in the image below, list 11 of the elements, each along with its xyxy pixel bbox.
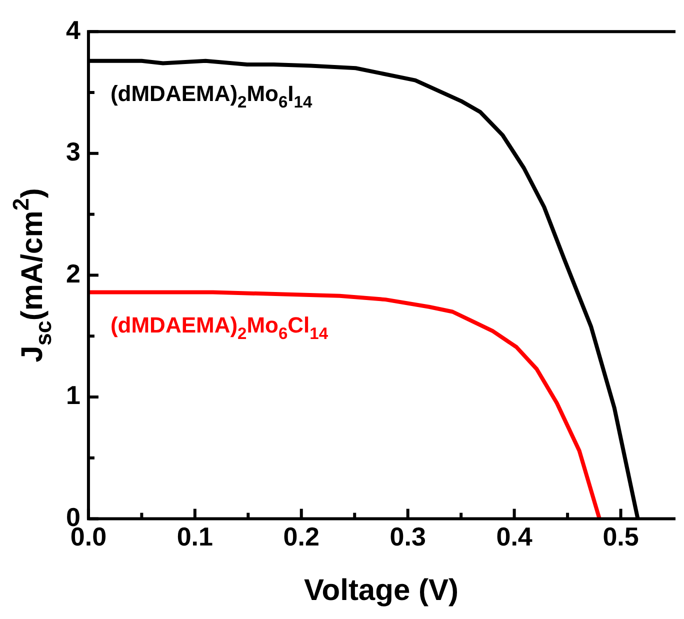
y-tick-label: 1 xyxy=(66,380,80,410)
y-tick-label: 3 xyxy=(66,136,80,167)
y-axis-title: Jsc(mA/cm2) xyxy=(8,188,56,362)
x-tick-label: 0.1 xyxy=(176,522,213,552)
x-tick-label: 0.4 xyxy=(496,522,533,552)
x-tick-label: 0.5 xyxy=(602,522,639,552)
y-tick-label: 4 xyxy=(66,14,81,45)
x-tick-label: 0.3 xyxy=(390,522,426,552)
x-axis-title: Voltage (V) xyxy=(304,574,458,607)
y-tick-label: 2 xyxy=(66,258,80,288)
x-tick-label: 0.2 xyxy=(283,522,320,552)
